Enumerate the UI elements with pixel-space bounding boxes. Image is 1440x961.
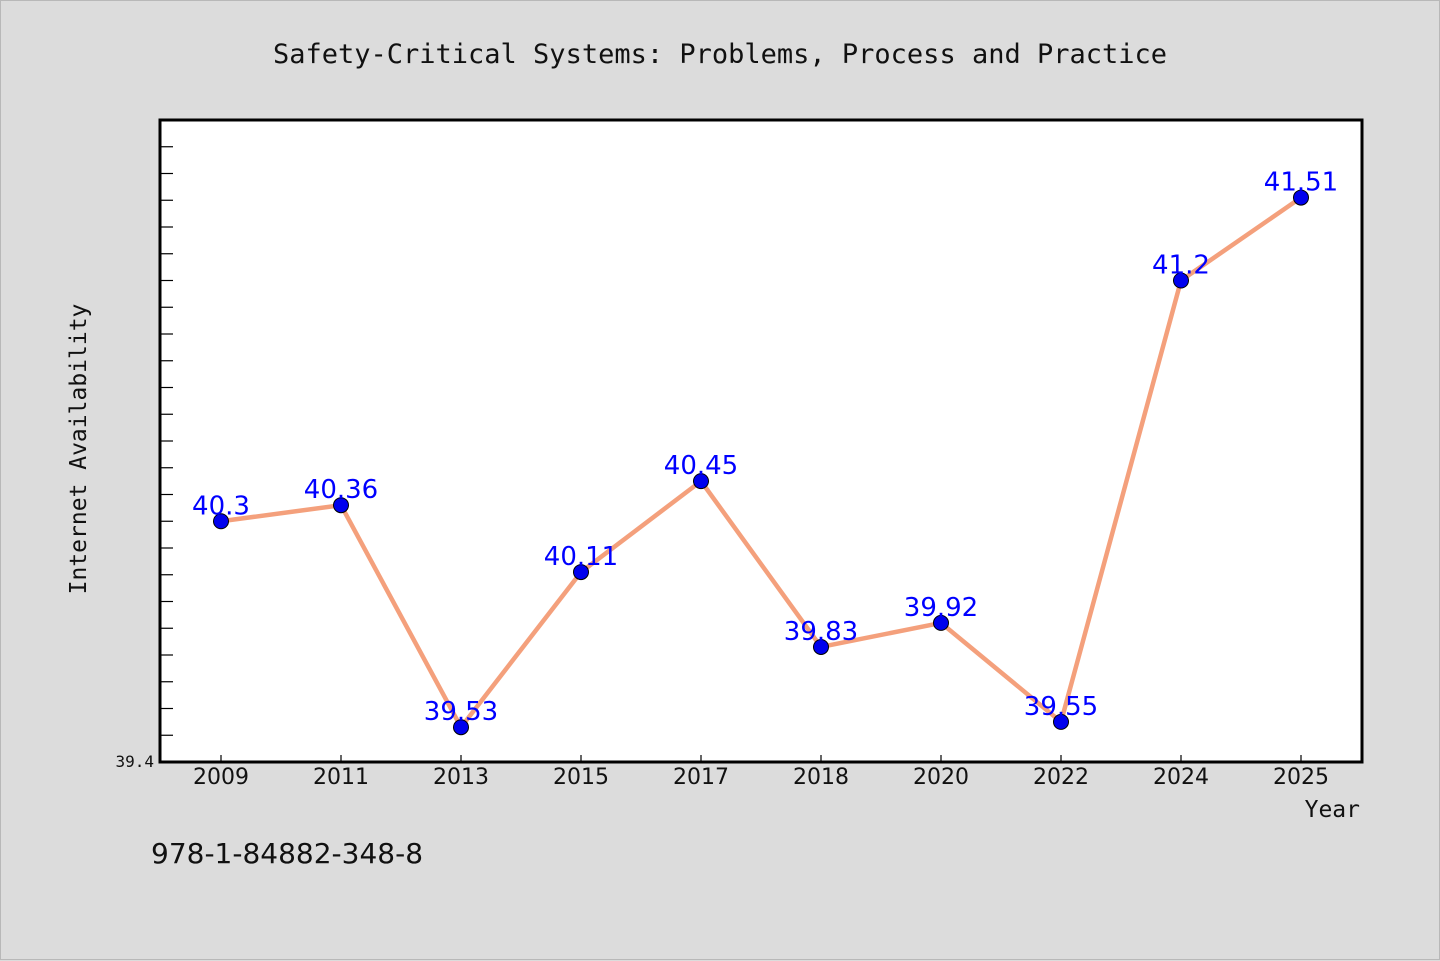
x-tick-label: 2013 [433, 765, 489, 790]
y-axis-ticks: 39.4 [115, 146, 173, 771]
x-tick-label: 2015 [553, 765, 609, 790]
data-label: 39.55 [1024, 692, 1098, 722]
data-label: 41.2 [1152, 251, 1210, 281]
x-tick-label: 2011 [313, 765, 369, 790]
y-axis-label: Internet Availability [66, 304, 92, 595]
data-point [1173, 272, 1189, 289]
y-tick-label: 39.4 [115, 752, 154, 771]
data-point [933, 614, 949, 631]
data-point [333, 497, 349, 514]
x-tick-label: 2022 [1033, 765, 1089, 790]
data-point [1293, 189, 1309, 206]
x-tick-label: 2020 [913, 765, 969, 790]
x-tick-label: 2017 [673, 765, 729, 790]
data-point [453, 719, 469, 736]
data-point [573, 564, 589, 581]
x-axis-label: Year [1305, 797, 1360, 823]
data-label: 40.45 [664, 451, 738, 481]
x-axis-tick-labels: 2009 2011 2013 2015 2017 2018 2020 2022 2024 2025 [193, 755, 1329, 790]
data-label: 40.36 [304, 475, 378, 505]
data-point [1053, 713, 1069, 730]
data-label: 40.3 [192, 491, 250, 521]
data-label: 39.92 [904, 593, 978, 623]
isbn-text: 978-1-84882-348-8 [151, 837, 423, 870]
data-point [693, 473, 709, 490]
data-label: 39.53 [424, 697, 498, 727]
data-labels: 40.3 40.36 39.53 40.11 40.45 39.83 39.92 39.55 4… [192, 168, 1338, 728]
data-label: 39.83 [784, 617, 858, 647]
data-label: 41.51 [1264, 168, 1338, 198]
data-point [213, 513, 229, 530]
series-line [220, 195, 1303, 730]
data-label: 40.11 [544, 542, 618, 572]
x-tick-label: 2024 [1153, 765, 1209, 790]
x-tick-label: 2009 [193, 765, 249, 790]
x-tick-label: 2018 [793, 765, 849, 790]
data-point [813, 638, 829, 655]
data-markers [213, 189, 1309, 736]
x-tick-label: 2025 [1273, 765, 1329, 790]
chart-title: Safety-Critical Systems: Problems, Proce… [273, 39, 1167, 70]
plot-area [158, 118, 1364, 764]
